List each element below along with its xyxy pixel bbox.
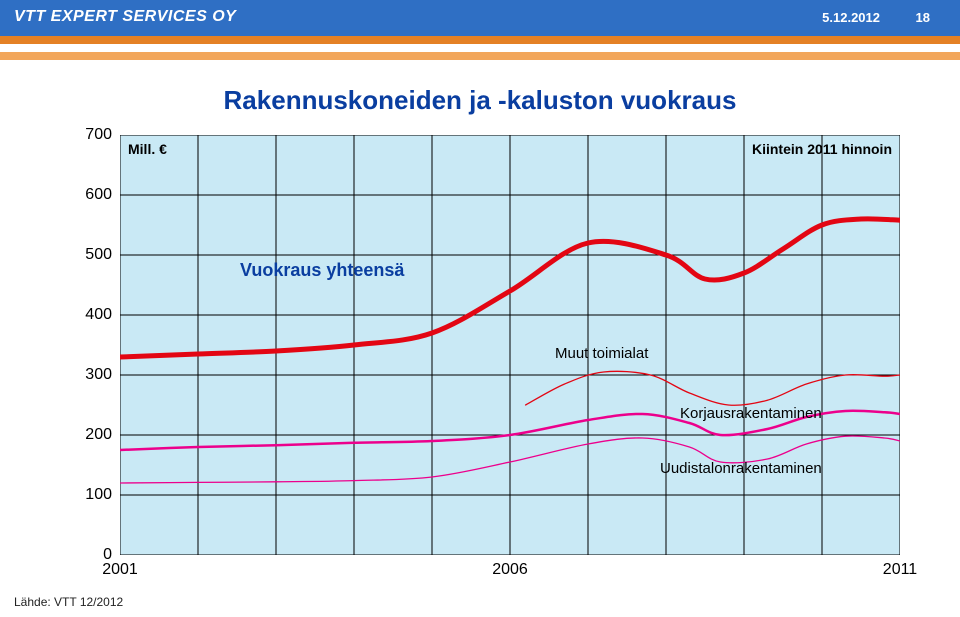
- series-label-total: Vuokraus yhteensä: [240, 260, 404, 281]
- brand-label: VTT EXPERT SERVICES OY: [14, 8, 236, 26]
- series-label-uudis: Uudistalonrakentaminen: [660, 460, 822, 477]
- y-tick: 300: [85, 366, 112, 384]
- y-tick: 500: [85, 246, 112, 264]
- y-tick: 200: [85, 426, 112, 444]
- line-chart: 0100200300400500600700200120062011Vuokra…: [120, 135, 900, 555]
- y-tick: 400: [85, 306, 112, 324]
- corner-label-tr: Kiintein 2011 hinnoin: [752, 141, 892, 157]
- series-label-korjaus: Korjausrakentaminen: [680, 405, 822, 422]
- header-date: 5.12.2012: [822, 10, 880, 25]
- stripe-1: [0, 36, 960, 44]
- y-tick: 100: [85, 486, 112, 504]
- y-tick: 700: [85, 126, 112, 144]
- corner-label-tl: Mill. €: [128, 141, 167, 157]
- x-tick: 2006: [492, 561, 528, 579]
- chart-title: Rakennuskoneiden ja -kaluston vuokraus: [0, 85, 960, 116]
- header: VTT EXPERT SERVICES OY 5.12.2012 18: [0, 0, 960, 36]
- stripe-2: [0, 44, 960, 52]
- y-tick: 600: [85, 186, 112, 204]
- source-label: Lähde: VTT 12/2012: [14, 595, 123, 609]
- header-page: 18: [916, 10, 930, 25]
- x-tick: 2001: [102, 561, 138, 579]
- stripe-3: [0, 52, 960, 60]
- header-stripes: [0, 36, 960, 60]
- series-label-muut: Muut toimialat: [555, 345, 648, 362]
- plot-svg: [120, 135, 900, 555]
- x-tick: 2011: [883, 561, 917, 579]
